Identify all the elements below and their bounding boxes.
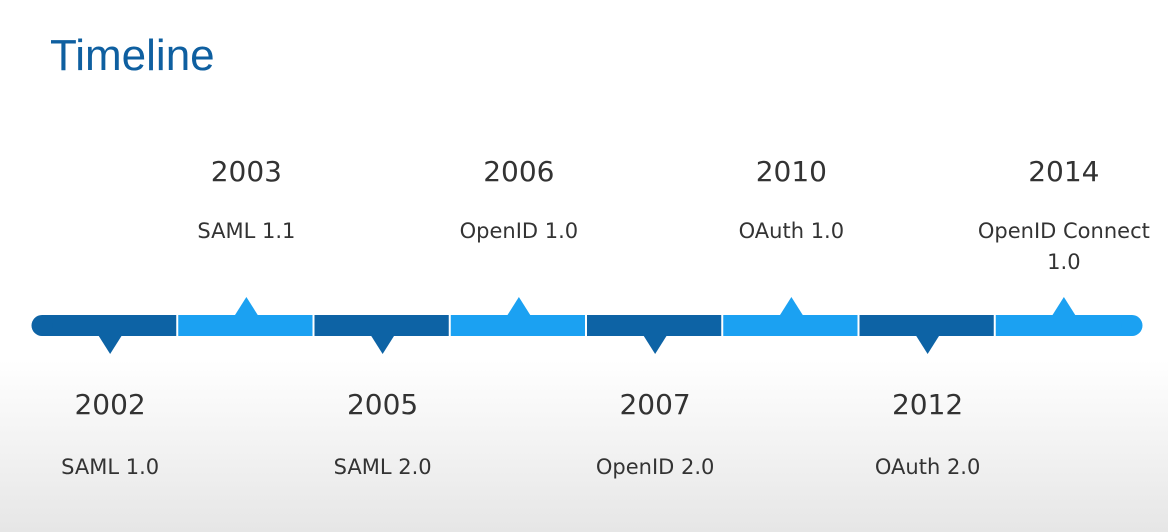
timeline-segment-2002 xyxy=(42,315,177,336)
timeline-pointer-2006 xyxy=(506,297,531,316)
milestone-event: SAML 1.1 xyxy=(197,219,296,243)
milestone-year: 2006 xyxy=(483,155,555,188)
milestone-2003: 2003 SAML 1.1 xyxy=(156,155,336,247)
timeline-segment-2007 xyxy=(587,315,722,336)
timeline-segment-2010 xyxy=(723,315,858,336)
timeline-segment-2005 xyxy=(314,315,449,336)
milestone-2010: 2010 OAuth 1.0 xyxy=(701,155,881,247)
timeline-segment-2003 xyxy=(178,315,313,336)
milestone-year: 2003 xyxy=(210,155,282,188)
milestone-2005: 2005 SAML 2.0 xyxy=(293,388,473,483)
timeline-segment-2014 xyxy=(995,315,1132,336)
timeline-pointer-2002 xyxy=(98,335,123,354)
milestone-event: OpenID 1.0 xyxy=(459,219,579,243)
milestone-event: OAuth 1.0 xyxy=(738,219,845,243)
timeline-pointer-2014 xyxy=(1051,297,1076,316)
slide-title: Timeline xyxy=(50,31,215,80)
milestone-year: 2014 xyxy=(1028,155,1100,188)
milestone-event: OpenID 2.0 xyxy=(595,455,715,479)
milestone-2014: 2014 OpenID Connect 1.0 xyxy=(974,155,1154,278)
timeline-pointer-2012 xyxy=(915,335,940,354)
timeline-segment-2006 xyxy=(450,315,585,336)
milestone-event: OpenID Connect 1.0 xyxy=(977,219,1150,274)
milestone-year: 2012 xyxy=(891,388,964,421)
milestone-event: SAML 1.0 xyxy=(61,455,160,479)
timeline-pointer-2005 xyxy=(370,335,395,354)
milestone-year: 2005 xyxy=(346,388,419,421)
milestone-2012: 2012 OAuth 2.0 xyxy=(838,388,1018,483)
milestone-event: OAuth 2.0 xyxy=(874,455,981,479)
milestone-year: 2010 xyxy=(755,155,827,188)
milestone-year: 2002 xyxy=(74,388,146,421)
milestone-2002: 2002 SAML 1.0 xyxy=(20,388,200,483)
milestone-2006: 2006 OpenID 1.0 xyxy=(429,155,609,247)
timeline-pointer-2007 xyxy=(643,335,668,354)
milestone-event: SAML 2.0 xyxy=(333,455,432,479)
timeline-start-cap xyxy=(31,315,53,336)
timeline-end-cap xyxy=(1121,315,1143,336)
timeline-pointer-2010 xyxy=(779,297,804,316)
timeline-pointer-2003 xyxy=(234,297,259,316)
timeline-segment-2012 xyxy=(859,315,994,336)
milestone-year: 2007 xyxy=(619,388,691,421)
milestone-2007: 2007 OpenID 2.0 xyxy=(565,388,745,483)
